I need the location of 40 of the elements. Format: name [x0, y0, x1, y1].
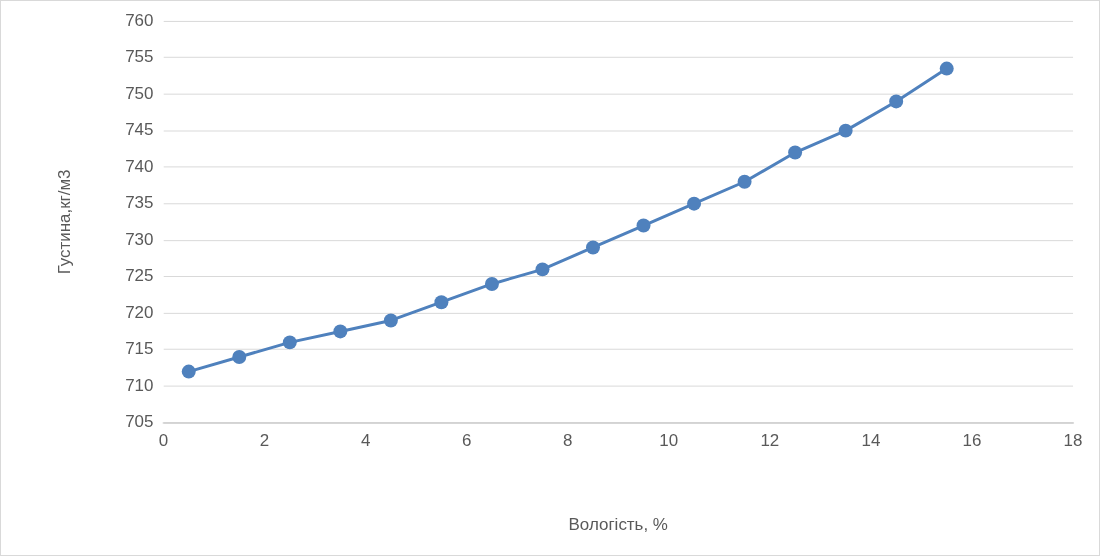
x-tick-label: 14: [861, 431, 881, 451]
point: [586, 240, 600, 255]
y-tick-label: 715: [125, 339, 154, 359]
x-tick-label: 2: [259, 431, 270, 451]
y-tick-label: 755: [125, 47, 154, 67]
point: [333, 324, 348, 339]
y-tick-label: 720: [125, 302, 154, 322]
y-tick-label: 735: [125, 193, 154, 213]
point: [484, 276, 499, 291]
point: [788, 145, 803, 160]
y-tick-label: 725: [125, 266, 154, 286]
x-tick-label: 6: [461, 431, 472, 451]
y-axis-title: Густина,кг/м3: [54, 169, 74, 275]
point: [232, 350, 247, 364]
point: [383, 313, 398, 328]
x-tick-label: 0: [158, 431, 169, 451]
point: [282, 335, 297, 350]
y-tick-label: 740: [125, 156, 154, 176]
point: [838, 123, 853, 138]
x-tick-label: 8: [563, 431, 573, 451]
point: [535, 262, 550, 277]
point: [181, 364, 196, 379]
point: [889, 94, 904, 109]
x-tick-label: 18: [1063, 431, 1083, 451]
x-tick-label: 10: [659, 431, 679, 451]
y-tick-label: 730: [125, 229, 154, 249]
y-tick-label: 705: [125, 412, 154, 432]
x-axis-title: Вологість, %: [568, 514, 668, 534]
y-tick-label: 760: [125, 10, 154, 30]
y-tick-label: 710: [125, 375, 154, 395]
point: [939, 61, 954, 76]
point: [636, 218, 651, 233]
x-tick-label: 16: [962, 431, 982, 451]
point: [687, 196, 702, 211]
x-tick-label: 12: [760, 431, 780, 451]
point: [737, 174, 752, 189]
x-tick-label: 4: [360, 431, 371, 451]
y-tick-label: 750: [125, 83, 154, 103]
y-tick-label: 745: [125, 120, 154, 140]
point: [434, 295, 449, 310]
